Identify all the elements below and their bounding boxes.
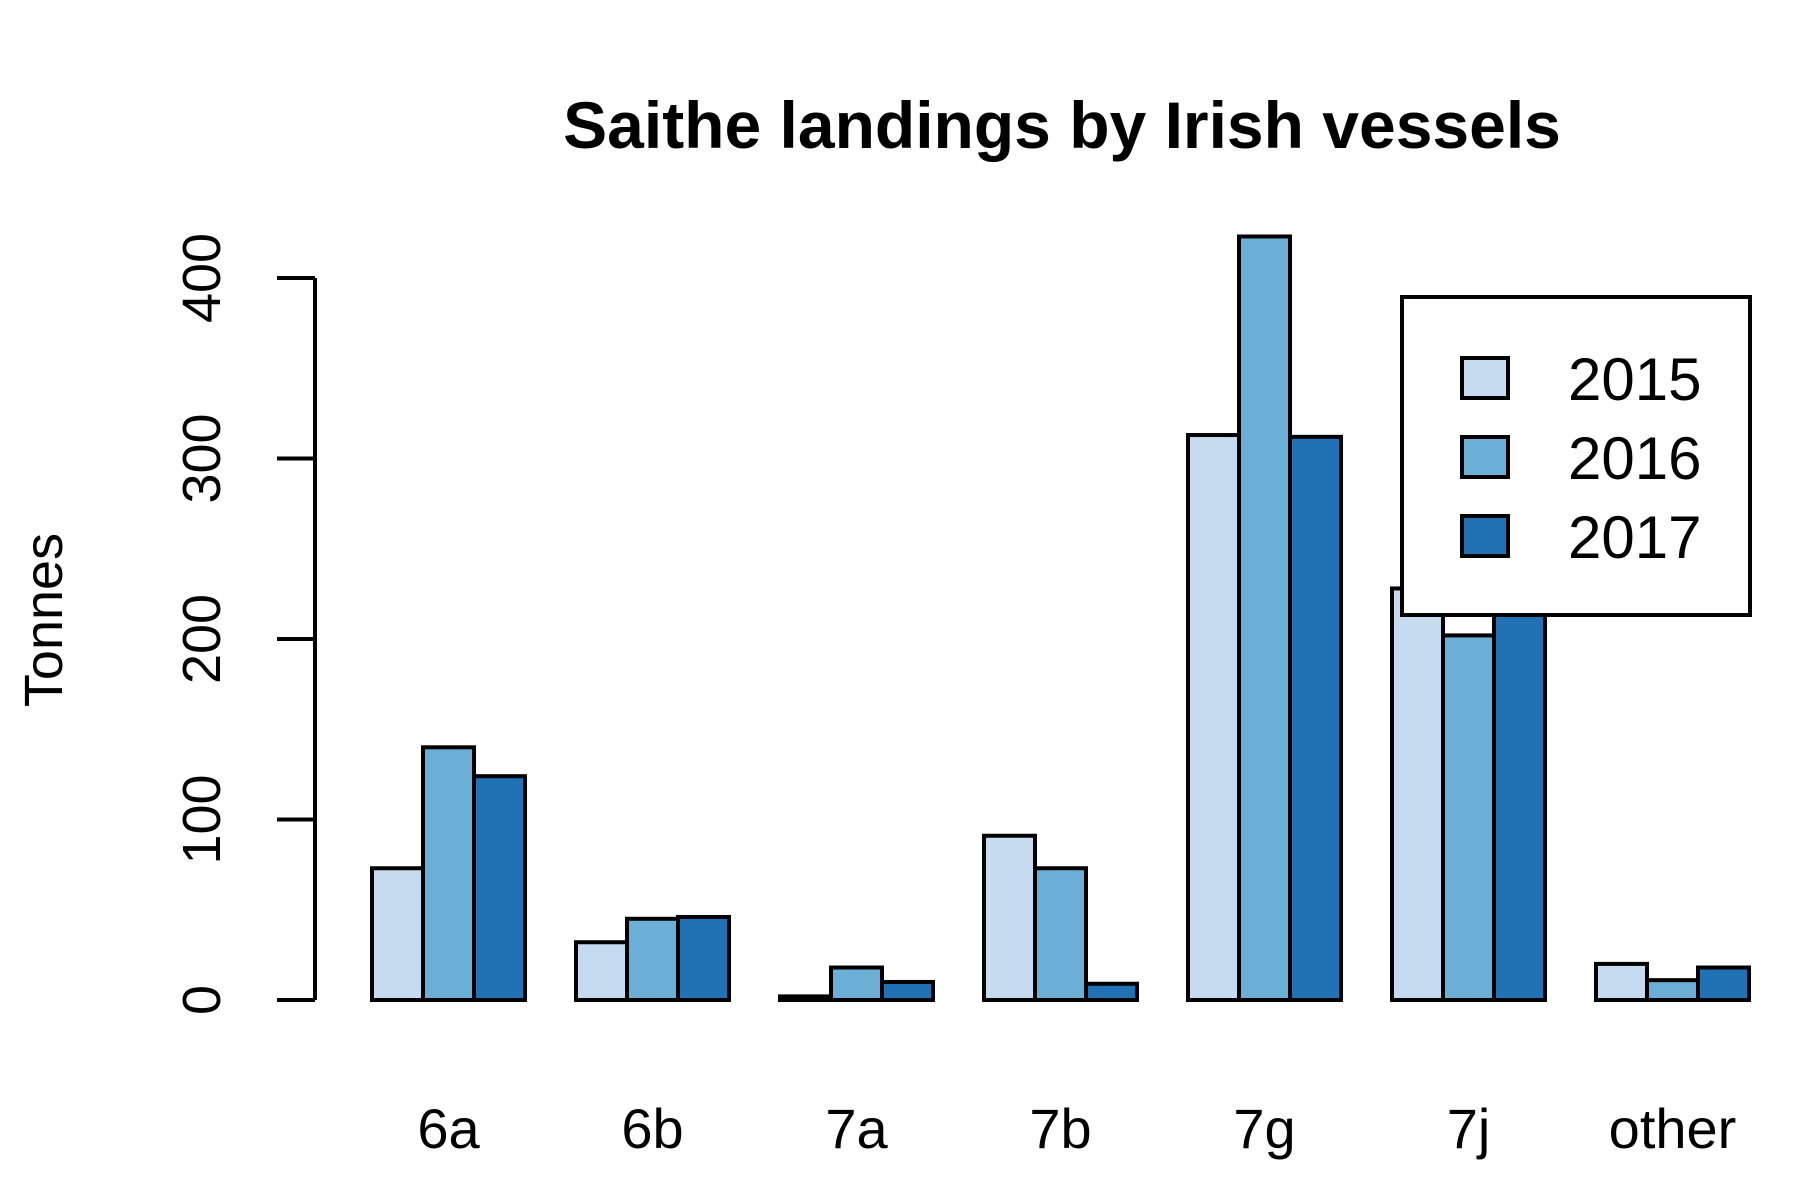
y-tick-label: 0 (172, 985, 232, 1015)
bar-6b-2017 (676, 914, 731, 1002)
bar-6a-2017 (472, 774, 527, 1002)
chart-title: Saithe landings by Irish vessels (563, 88, 1561, 162)
y-tick-label: 400 (172, 233, 232, 323)
legend-swatch-2015 (1460, 356, 1510, 400)
legend-swatch-2017 (1460, 514, 1510, 558)
x-axis-labels: 6a 6b 7a 7b 7g 7j other (417, 1097, 1736, 1160)
bar-7b-2017 (1084, 981, 1139, 1003)
y-tick-label: 100 (172, 774, 232, 864)
bar-other-2015 (1594, 961, 1649, 1003)
bar-7j-2016 (1441, 633, 1496, 1002)
bar-7b-2016 (1033, 866, 1088, 1002)
bar-7a-2015 (778, 994, 833, 1003)
legend-label-2017: 2017 (1568, 504, 1701, 571)
y-tick-label: 300 (172, 413, 232, 503)
bar-7j-2015 (1390, 586, 1445, 1003)
bar-other-2017 (1696, 965, 1751, 1003)
bar-7j-2017 (1492, 582, 1547, 1002)
y-axis-title: Tonnes (14, 533, 74, 707)
bar-6a-2016 (421, 745, 476, 1002)
x-tick-label: 7a (825, 1097, 888, 1160)
legend-label-2016: 2016 (1568, 425, 1701, 492)
x-tick-label: other (1609, 1097, 1737, 1160)
x-tick-label: 7b (1029, 1097, 1091, 1160)
bar-6a-2015 (370, 866, 425, 1002)
y-axis: 0 100 200 300 400 (172, 233, 317, 1015)
x-tick-label: 7g (1233, 1097, 1295, 1160)
y-tick-label: 200 (172, 594, 232, 684)
legend-swatch-2016 (1460, 435, 1510, 479)
legend: 2015 2016 2017 (1400, 295, 1752, 617)
bar-6b-2015 (574, 940, 629, 1002)
bars (370, 234, 1751, 1003)
bar-7g-2017 (1288, 434, 1343, 1002)
bar-7g-2015 (1186, 433, 1241, 1003)
bar-7b-2015 (982, 833, 1037, 1002)
x-tick-label: 7j (1447, 1097, 1491, 1160)
bar-other-2016 (1645, 978, 1700, 1003)
bar-7a-2017 (880, 979, 935, 1003)
bar-7a-2016 (829, 965, 884, 1003)
bar-7g-2016 (1237, 234, 1292, 1003)
x-tick-label: 6b (621, 1097, 683, 1160)
x-tick-label: 6a (417, 1097, 480, 1160)
legend-label-2015: 2015 (1568, 346, 1701, 413)
bar-6b-2016 (625, 916, 680, 1003)
